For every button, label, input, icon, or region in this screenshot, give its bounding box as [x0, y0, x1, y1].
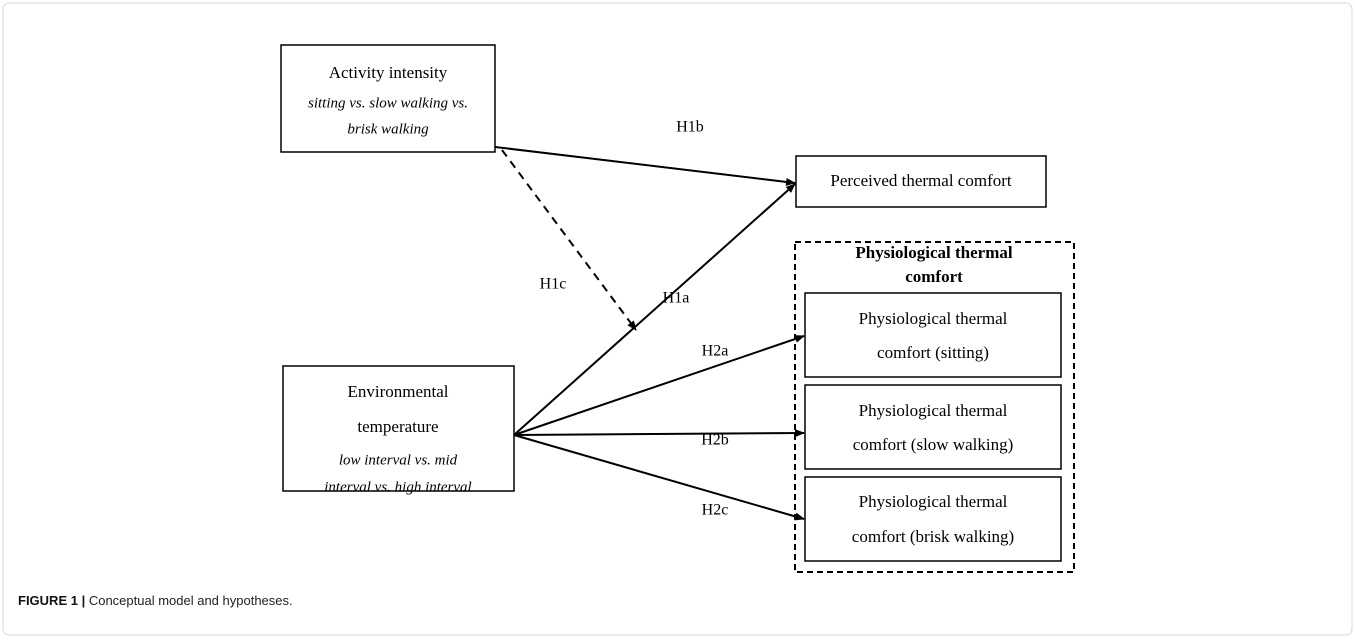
- arrow: [513, 335, 805, 436]
- node-box: [804, 476, 1062, 562]
- edge-label: H1c: [540, 276, 567, 293]
- edge-label: H2c: [702, 502, 729, 519]
- arrow: [513, 183, 796, 436]
- arrow: [513, 429, 805, 438]
- node-text: Environmental: [347, 382, 448, 401]
- caption: FIGURE 1 | Conceptual model and hypothes…: [18, 593, 293, 608]
- edge-label: H1b: [676, 119, 704, 136]
- node-text: low interval vs. mid: [339, 452, 458, 468]
- caption-label: FIGURE 1 |: [18, 593, 86, 608]
- group-box: [794, 241, 1075, 573]
- node-box: [804, 292, 1062, 378]
- node-text: Physiological thermal: [859, 401, 1008, 420]
- node-text: Activity intensity: [329, 63, 448, 82]
- node-box: [282, 365, 515, 492]
- node-text: temperature: [357, 417, 438, 436]
- edge-label: H1a: [663, 290, 690, 307]
- caption-text: Conceptual model and hypotheses.: [88, 593, 293, 608]
- node-text: sitting vs. slow walking vs.: [308, 95, 468, 111]
- edge-label: H2a: [702, 343, 729, 360]
- group-title: Physiological thermal: [855, 243, 1013, 262]
- node-text: comfort (slow walking): [853, 435, 1014, 454]
- edge-label: H2b: [701, 432, 729, 449]
- node-box: [795, 155, 1047, 208]
- arrow: [494, 146, 796, 186]
- arrow: [501, 149, 637, 331]
- node-text: brisk walking: [347, 121, 429, 137]
- node-text: Physiological thermal: [859, 309, 1008, 328]
- arrow: [513, 434, 805, 521]
- group-title: comfort: [905, 267, 963, 286]
- node-text: comfort (brisk walking): [852, 527, 1014, 546]
- node-box: [804, 384, 1062, 470]
- node-text: comfort (sitting): [877, 343, 989, 362]
- node-box: [280, 44, 496, 153]
- node-text: interval vs. high interval: [324, 479, 471, 495]
- node-text: Perceived thermal comfort: [830, 171, 1012, 190]
- node-text: Physiological thermal: [859, 492, 1008, 511]
